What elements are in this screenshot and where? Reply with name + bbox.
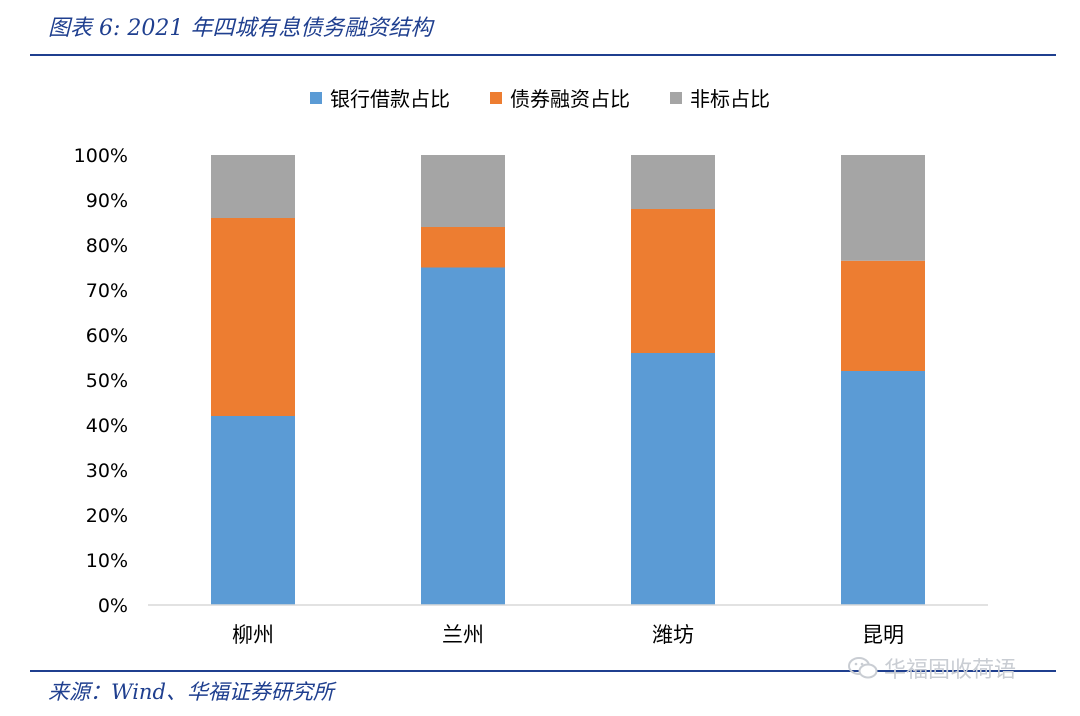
- bar-segment-3: [211, 155, 295, 218]
- legend-label-2: 债券融资占比: [510, 87, 630, 111]
- y-tick-label: 10%: [86, 550, 128, 572]
- bar-segment-2: [841, 260, 925, 371]
- title-divider: [30, 54, 1056, 56]
- legend-label-3: 非标占比: [690, 87, 770, 111]
- bar-segment-1: [421, 267, 505, 605]
- bar-segment-3: [631, 155, 715, 209]
- y-tick-label: 40%: [86, 415, 128, 437]
- footer-divider: [30, 670, 1056, 672]
- legend-label-1: 银行借款占比: [330, 87, 450, 111]
- bar-segment-1: [841, 371, 925, 605]
- bar-segment-1: [631, 353, 715, 605]
- y-tick-label: 20%: [86, 505, 128, 527]
- x-tick-label: 柳州: [232, 623, 274, 647]
- watermark-text: 华福固收荷语: [884, 658, 1017, 683]
- y-tick-label: 30%: [86, 460, 128, 482]
- x-tick-label: 昆明: [862, 623, 904, 647]
- bar-segment-3: [421, 155, 505, 227]
- x-tick-label: 兰州: [442, 623, 484, 647]
- x-tick-label: 潍坊: [652, 623, 694, 647]
- bar-segment-2: [631, 209, 715, 353]
- figure-title: 图表 6: 2021 年四城有息债务融资结构: [48, 16, 433, 41]
- legend-swatch-1: [310, 92, 322, 104]
- wechat-icon: [848, 657, 878, 679]
- bar-segment-1: [211, 416, 295, 605]
- legend-swatch-3: [670, 92, 682, 104]
- bar-segment-2: [421, 227, 505, 268]
- source-note: 来源：Wind、华福证券研究所: [48, 680, 334, 704]
- y-tick-label: 0%: [98, 595, 128, 617]
- bar-segment-3: [841, 155, 925, 261]
- y-tick-label: 90%: [86, 190, 128, 212]
- y-tick-label: 70%: [86, 280, 128, 302]
- watermark: 华福固收荷语: [848, 652, 1016, 684]
- legend-swatch-2: [490, 92, 502, 104]
- y-tick-label: 60%: [86, 325, 128, 347]
- y-tick-label: 50%: [86, 370, 128, 392]
- bar-segment-2: [211, 218, 295, 416]
- y-tick-label: 100%: [74, 145, 128, 167]
- y-tick-label: 80%: [86, 235, 128, 257]
